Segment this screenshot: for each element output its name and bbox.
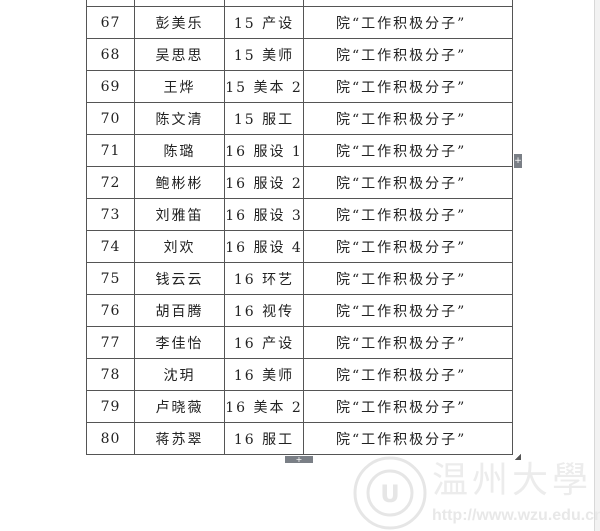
table-row: 79 卢晓薇 16 美本 2 院“工作积极分子” <box>86 390 513 423</box>
table-row: 78 沈玥 16 美师 院“工作积极分子” <box>86 358 513 391</box>
student-name: 刘雅笛 <box>134 198 225 231</box>
honor-title: 院“工作积极分子” <box>303 326 513 359</box>
honor-title: 院“工作积极分子” <box>303 134 513 167</box>
class-name: 16 视传 <box>224 294 304 327</box>
row-number: 73 <box>86 198 135 231</box>
table-row: 73 刘雅笛 16 服设 3 院“工作积极分子” <box>86 198 513 231</box>
table-row: 80 蒋苏翠 16 服工 院“工作积极分子” <box>86 422 513 455</box>
student-name: 陈文清 <box>134 102 225 135</box>
honor-title: 院“工作积极分子” <box>303 70 513 103</box>
table-row: 74 刘欢 16 服设 4 院“工作积极分子” <box>86 230 513 263</box>
table-row: 70 陈文清 15 服工 院“工作积极分子” <box>86 102 513 135</box>
watermark-title: 温州大學 <box>432 460 593 501</box>
class-name: 15 产设 <box>224 6 304 39</box>
class-name: 16 美本 2 <box>224 390 304 423</box>
table-resize-handle[interactable] <box>515 454 521 460</box>
row-number: 68 <box>86 38 135 71</box>
class-name: 15 美本 2 <box>224 70 304 103</box>
class-name: 16 服工 <box>224 422 304 455</box>
student-name: 鲍彬彬 <box>134 166 225 199</box>
honor-title: 院“工作积极分子” <box>303 166 513 199</box>
honor-title: 院“工作积极分子” <box>303 198 513 231</box>
row-number: 77 <box>86 326 135 359</box>
honor-title: 院“工作积极分子” <box>303 390 513 423</box>
row-number: 71 <box>86 134 135 167</box>
student-name: 吴思思 <box>134 38 225 71</box>
table-row: 68 吴思思 15 美师 院“工作积极分子” <box>86 38 513 71</box>
class-name: 16 美师 <box>224 358 304 391</box>
student-name: 王烨 <box>134 70 225 103</box>
row-number: 67 <box>86 6 135 39</box>
student-name: 李佳怡 <box>134 326 225 359</box>
row-number: 72 <box>86 166 135 199</box>
table-row: 69 王烨 15 美本 2 院“工作积极分子” <box>86 70 513 103</box>
honor-title: 院“工作积极分子” <box>303 38 513 71</box>
student-name: 胡百腾 <box>134 294 225 327</box>
page-edge <box>594 0 600 531</box>
class-name: 16 服设 4 <box>224 230 304 263</box>
honor-title: 院“工作积极分子” <box>303 422 513 455</box>
student-name: 卢晓薇 <box>134 390 225 423</box>
table-row: 72 鲍彬彬 16 服设 2 院“工作积极分子” <box>86 166 513 199</box>
row-number: 80 <box>86 422 135 455</box>
class-name: 16 服设 3 <box>224 198 304 231</box>
honor-title: 院“工作积极分子” <box>303 294 513 327</box>
class-name: 16 服设 1 <box>224 134 304 167</box>
table-row: 76 胡百腾 16 视传 院“工作积极分子” <box>86 294 513 327</box>
table-row: 75 钱云云 16 环艺 院“工作积极分子” <box>86 262 513 295</box>
row-number: 78 <box>86 358 135 391</box>
student-name: 钱云云 <box>134 262 225 295</box>
class-name: 16 服设 2 <box>224 166 304 199</box>
honor-title: 院“工作积极分子” <box>303 102 513 135</box>
row-number: 79 <box>86 390 135 423</box>
row-number: 69 <box>86 70 135 103</box>
row-number: 76 <box>86 294 135 327</box>
table-row: 67 彭美乐 15 产设 院“工作积极分子” <box>86 6 513 39</box>
honor-title: 院“工作积极分子” <box>303 230 513 263</box>
class-name: 15 美师 <box>224 38 304 71</box>
add-column-handle[interactable]: + <box>514 154 522 168</box>
student-name: 沈玥 <box>134 358 225 391</box>
student-name: 蒋苏翠 <box>134 422 225 455</box>
student-name: 陈璐 <box>134 134 225 167</box>
table-row: 71 陈璐 16 服设 1 院“工作积极分子” <box>86 134 513 167</box>
class-name: 16 产设 <box>224 326 304 359</box>
honor-title: 院“工作积极分子” <box>303 358 513 391</box>
watermark-url: http://www.wzu.edu.cn <box>432 507 600 524</box>
honor-title: 院“工作积极分子” <box>303 6 513 39</box>
student-name: 刘欢 <box>134 230 225 263</box>
row-number: 75 <box>86 262 135 295</box>
university-seal-watermark: U <box>353 456 427 530</box>
row-number: 74 <box>86 230 135 263</box>
class-name: 16 环艺 <box>224 262 304 295</box>
table-row: 77 李佳怡 16 产设 院“工作积极分子” <box>86 326 513 359</box>
add-row-handle[interactable]: + <box>285 456 313 463</box>
seal-letter: U <box>380 480 400 508</box>
student-name: 彭美乐 <box>134 6 225 39</box>
class-name: 15 服工 <box>224 102 304 135</box>
honor-title: 院“工作积极分子” <box>303 262 513 295</box>
row-number: 70 <box>86 102 135 135</box>
